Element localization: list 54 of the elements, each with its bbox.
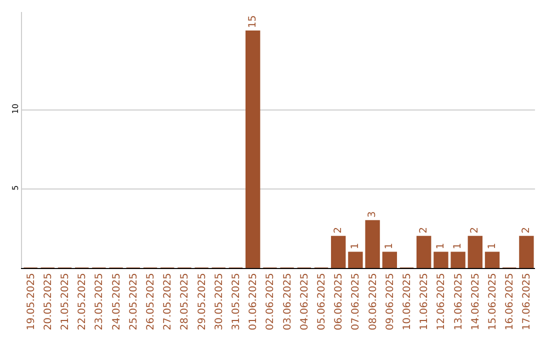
bar <box>434 252 448 268</box>
y-tick-label: 10 <box>10 104 20 114</box>
data-label: 2 <box>520 227 532 234</box>
data-label: 1 <box>435 242 446 250</box>
x-tick-label: 24.05.2025 <box>111 273 122 330</box>
x-tick-label: 07.06.2025 <box>350 273 362 330</box>
x-tick-label: 04.06.2025 <box>299 273 310 330</box>
bar <box>382 252 397 268</box>
bar <box>331 236 346 268</box>
data-label: 1 <box>452 242 464 250</box>
data-label: 15 <box>247 15 258 28</box>
bar <box>416 236 432 268</box>
x-tick-label: 01.06.2025 <box>248 273 260 330</box>
x-tick-label: 26.05.2025 <box>146 273 156 330</box>
x-tick-label: 10.06.2025 <box>402 273 413 330</box>
x-tick-label: 22.05.2025 <box>77 273 88 330</box>
x-tick-label: 23.05.2025 <box>94 273 106 330</box>
x-tick-label: 02.06.2025 <box>265 273 276 330</box>
data-label: 2 <box>418 227 430 234</box>
x-tick-label: 25.05.2025 <box>128 273 140 330</box>
data-label: 2 <box>332 227 344 234</box>
x-tick-label: 29.05.2025 <box>196 273 208 330</box>
y-tick-label: 5 <box>10 185 20 190</box>
x-tick-label: 05.06.2025 <box>316 273 328 330</box>
data-label: 3 <box>367 211 378 218</box>
bar <box>468 236 482 268</box>
x-tick-label: 27.05.2025 <box>162 273 174 330</box>
bar <box>519 236 534 268</box>
x-tick-label: 30.05.2025 <box>214 273 225 330</box>
x-tick-label: 09.06.2025 <box>384 273 396 330</box>
data-label: 1 <box>350 242 361 250</box>
x-tick-label: 08.06.2025 <box>368 273 379 330</box>
data-label: 2 <box>470 227 481 234</box>
x-tick-label: 11.06.2025 <box>419 273 430 330</box>
data-label: 1 <box>384 242 396 250</box>
x-tick-label: 20.05.2025 <box>42 273 54 330</box>
x-tick-label: 15.06.2025 <box>488 273 498 330</box>
x-tick-label: 31.05.2025 <box>231 273 242 330</box>
bar <box>484 252 500 268</box>
bar <box>365 220 380 268</box>
bar <box>450 252 466 268</box>
bar <box>246 30 260 268</box>
x-tick-label: 03.06.2025 <box>282 273 294 330</box>
bar <box>348 252 363 268</box>
x-tick-label: 12.06.2025 <box>436 273 448 330</box>
x-tick-label: 14.06.2025 <box>470 273 482 330</box>
x-tick-label: 17.06.2025 <box>522 273 533 330</box>
x-tick-label: 21.05.2025 <box>60 273 71 330</box>
x-tick-label: 16.06.2025 <box>504 273 516 330</box>
x-tick-label: 19.05.2025 <box>26 273 37 330</box>
x-tick-label: 06.06.2025 <box>334 273 345 330</box>
x-tick-label: 13.06.2025 <box>453 273 464 330</box>
data-label: 1 <box>486 242 498 250</box>
x-tick-label: 28.05.2025 <box>180 273 191 330</box>
